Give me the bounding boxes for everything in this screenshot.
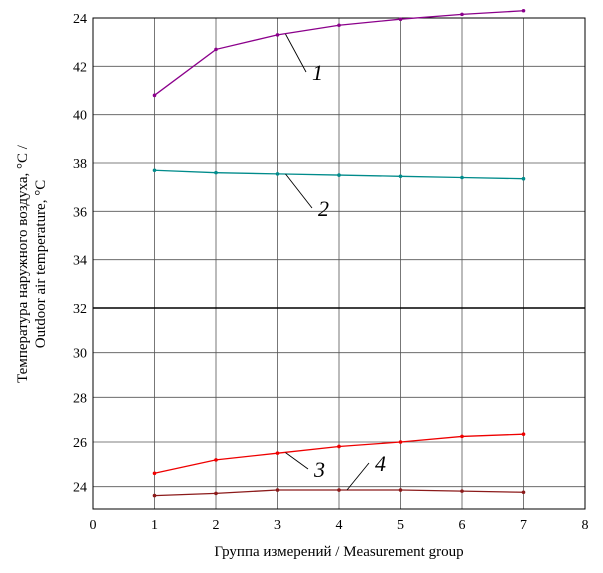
series-point-1	[460, 12, 464, 17]
curve-labels: 1 2 3 4	[285, 33, 386, 491]
y-tick-label: 30	[73, 347, 87, 362]
leader-line-4	[346, 462, 370, 491]
y-tick-label: 40	[73, 109, 87, 124]
series-point-3	[521, 432, 526, 436]
x-tick-label: 2	[213, 518, 220, 533]
curve-label-2: 2	[318, 196, 329, 221]
series-point-4	[275, 488, 280, 492]
series-point-3	[398, 440, 403, 444]
y-tick-label: 24	[73, 481, 87, 496]
series-point-4	[337, 488, 341, 492]
series-point-2	[337, 173, 341, 177]
series-point-4	[152, 493, 157, 498]
leader-line-2	[285, 173, 313, 209]
y-axis-label-line2: Outdoor air temperature, °C	[33, 180, 49, 348]
series-point-1	[337, 23, 341, 28]
x-tick-label: 7	[520, 518, 527, 533]
series-point-2	[214, 170, 218, 175]
series-point-3	[275, 451, 280, 455]
x-tick-label: 1	[151, 518, 158, 533]
curve-label-4: 4	[375, 451, 386, 476]
plot-frame	[92, 17, 586, 510]
y-tick-label: 28	[73, 391, 87, 406]
x-tick-label: 6	[459, 518, 466, 533]
series-point-2	[460, 175, 464, 180]
leader-line-3	[285, 452, 309, 470]
y-tick-label: 34	[73, 254, 87, 269]
y-axis-label: Температура наружного воздуха, °C / Outd…	[15, 144, 49, 383]
series-point-3	[337, 444, 341, 449]
series-point-4	[398, 488, 403, 492]
x-axis-label: Группа измерений / Measurement group	[214, 544, 463, 560]
series-group	[152, 8, 526, 498]
series-point-3	[152, 471, 157, 476]
curve-label-1: 1	[312, 60, 323, 85]
x-tick-label: 3	[274, 518, 281, 533]
series-point-2	[398, 174, 403, 179]
y-tick-label: 36	[73, 205, 87, 220]
x-tick-label: 0	[90, 518, 97, 533]
x-tick-label: 4	[336, 518, 343, 533]
y-tick-label: 26	[73, 436, 87, 451]
curve-label-3: 3	[313, 457, 325, 482]
series-point-4	[521, 490, 526, 495]
series-point-1	[521, 8, 526, 13]
x-tick-label: 5	[397, 518, 404, 533]
y-tick-label: 38	[73, 157, 87, 172]
series-point-4	[460, 489, 464, 493]
y-tick-label: 24	[73, 12, 87, 27]
series-point-1	[275, 33, 280, 37]
series-point-2	[152, 168, 157, 173]
y-tick-labels: 24 42 40 38 36 34 32 30 28 26 24	[73, 12, 87, 496]
x-tick-label: 8	[582, 518, 589, 533]
x-tick-labels: 0 1 2 3 4 5 6 7 8	[90, 518, 589, 533]
series-point-3	[214, 458, 218, 462]
series-point-1	[214, 47, 218, 52]
leader-line-1	[285, 33, 307, 73]
series-point-2	[275, 172, 280, 176]
series-point-2	[521, 176, 526, 181]
series-point-3	[460, 434, 464, 439]
series-point-4	[214, 491, 218, 496]
y-tick-label: 32	[73, 302, 87, 317]
plot-border	[92, 17, 586, 510]
series-point-1	[398, 17, 403, 22]
y-axis-label-line1: Температура наружного воздуха, °C /	[15, 144, 31, 383]
series-point-1	[152, 93, 157, 98]
y-tick-label: 42	[73, 60, 87, 75]
grid	[92, 17, 586, 509]
